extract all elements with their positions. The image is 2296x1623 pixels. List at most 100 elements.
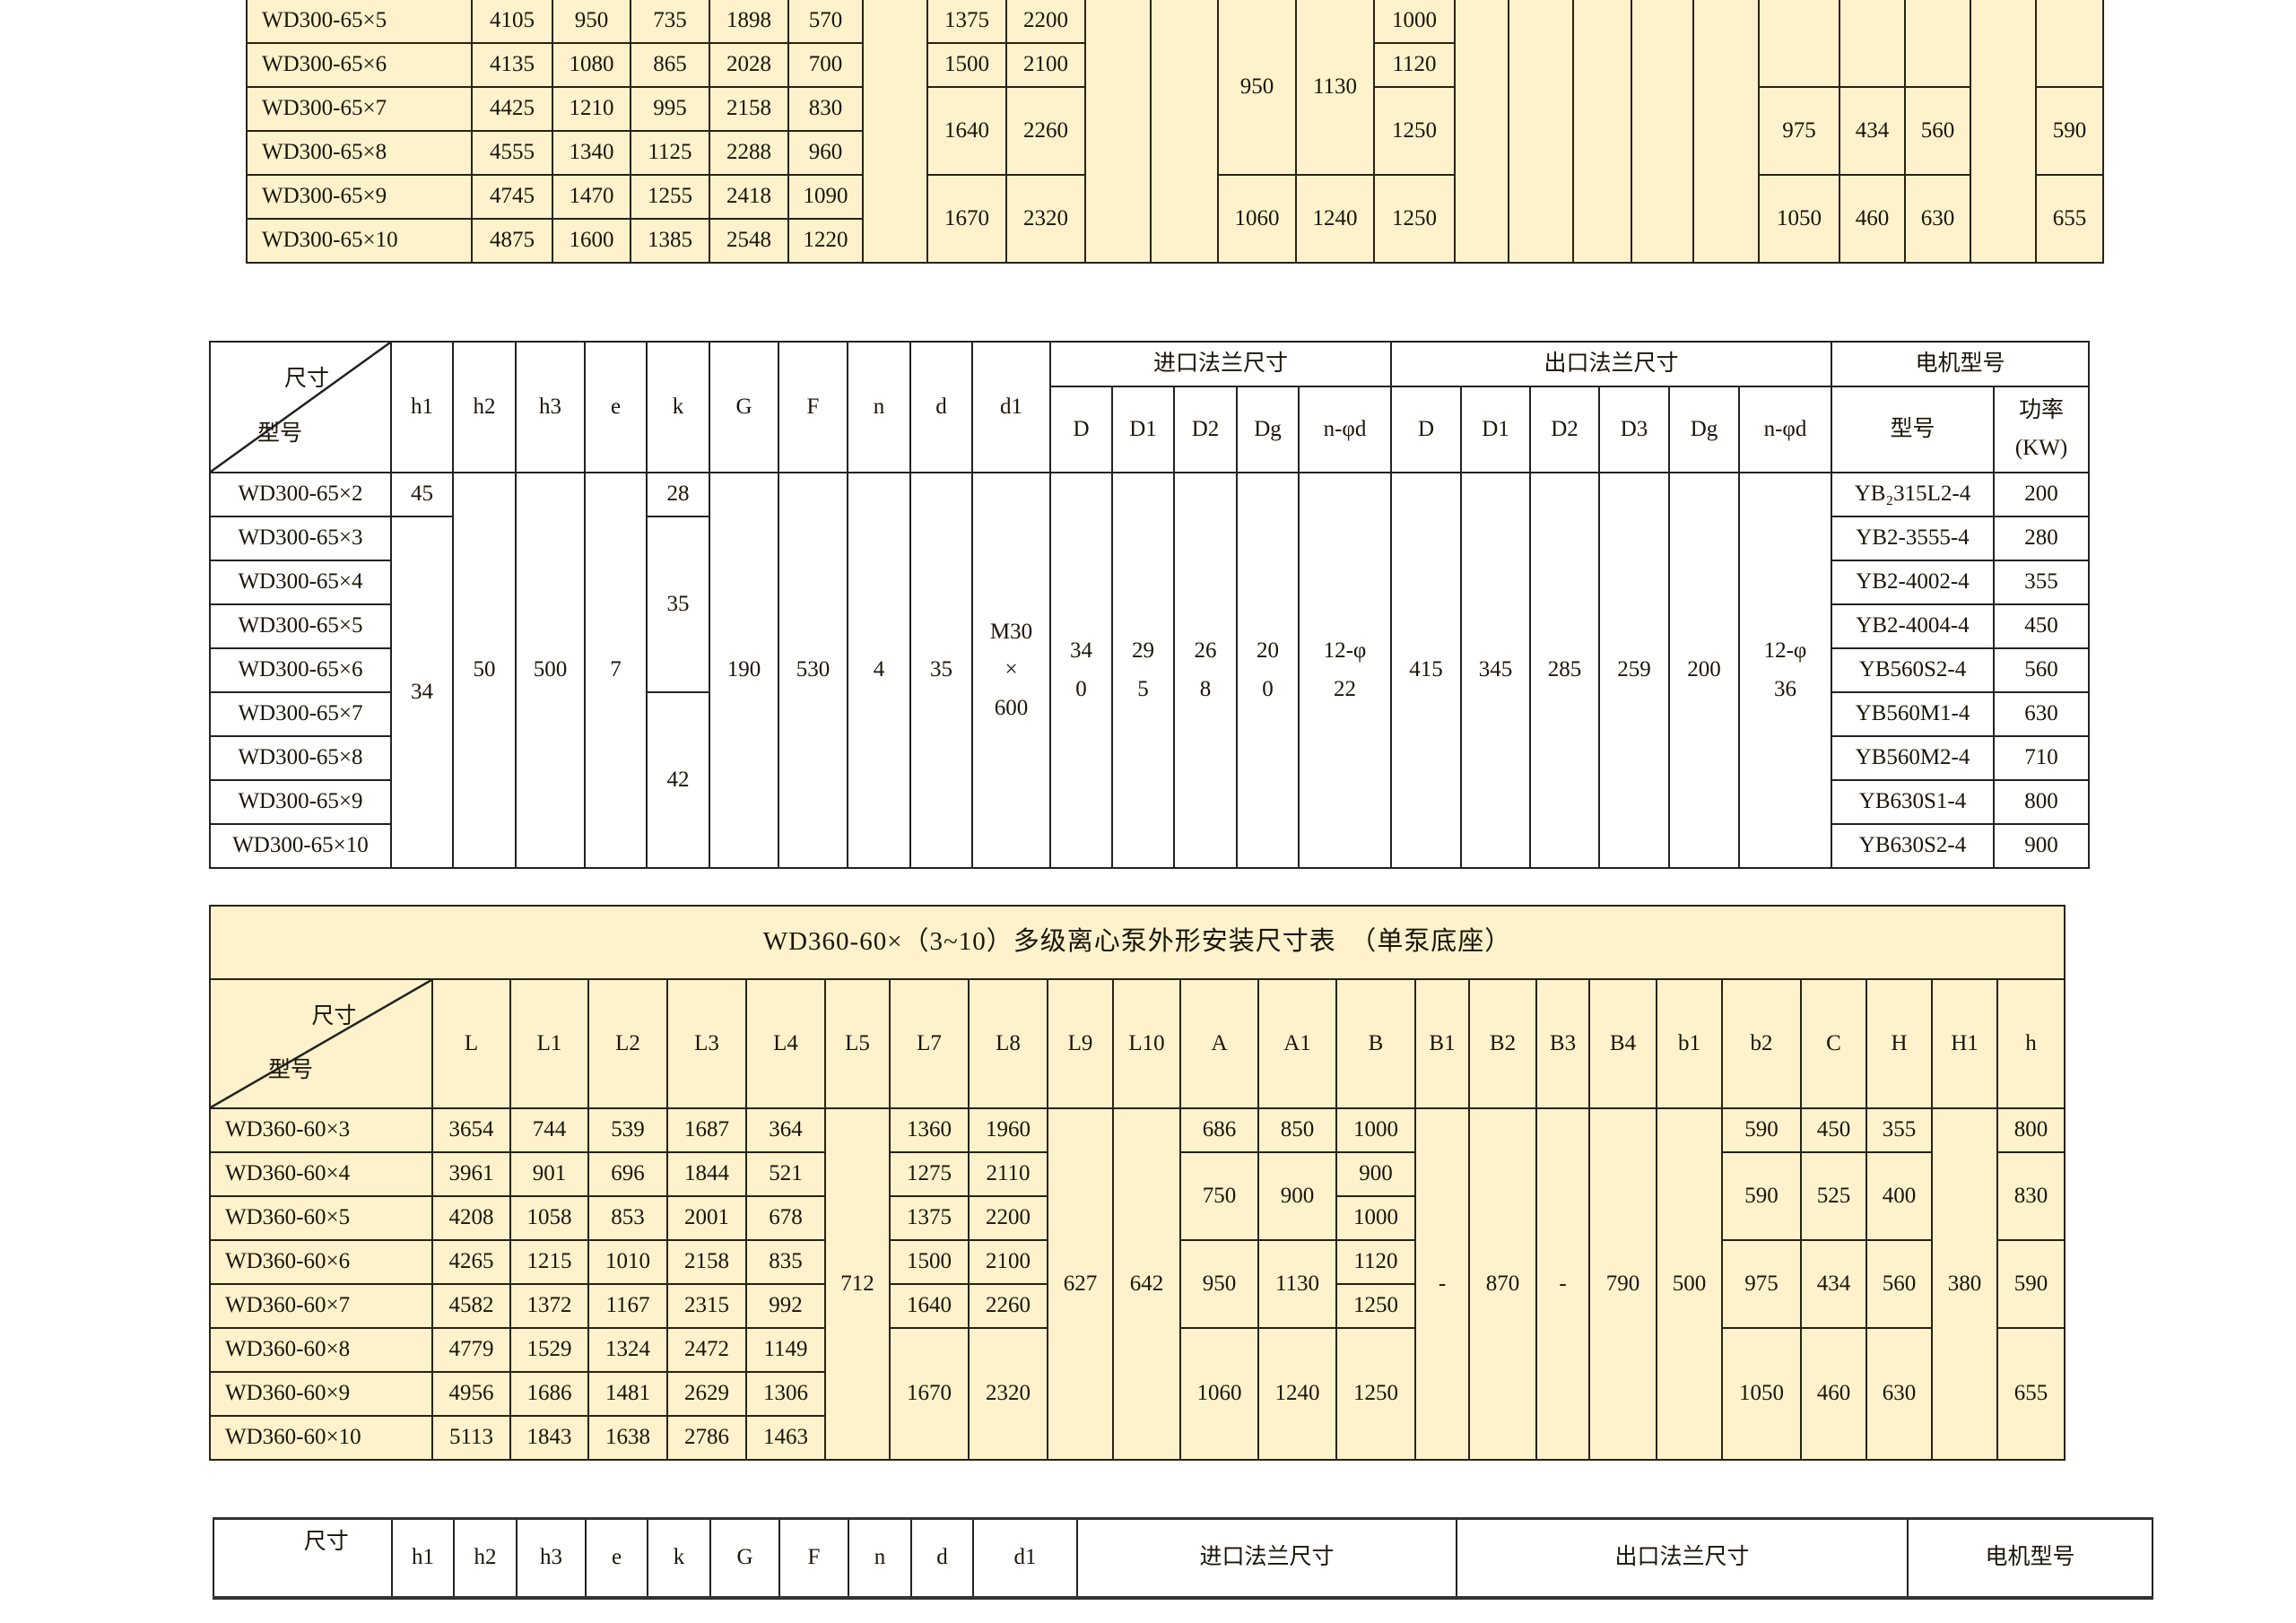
value-cell: 1340 [552, 130, 631, 176]
value-cell: 1500 [926, 42, 1007, 88]
outlet-col-header: D [1390, 386, 1462, 473]
value-cell: 1130 [1295, 0, 1375, 176]
value-cell: 5113 [431, 1415, 511, 1461]
value-cell: 4425 [471, 86, 553, 132]
col-header: B1 [1414, 978, 1470, 1109]
value-cell: YB2-4002-4 [1831, 560, 1995, 605]
value-cell: 995 [630, 86, 710, 132]
motor-model-header: 型号 [1831, 386, 1995, 473]
value-cell: 960 [787, 130, 864, 176]
value-cell: 2100 [1005, 42, 1086, 88]
value-cell: 700 [787, 42, 864, 88]
value-cell: 800 [1993, 779, 2090, 825]
value-cell: 1686 [509, 1371, 589, 1417]
value-cell: 950 [1217, 0, 1297, 176]
col-header: h1 [391, 1517, 455, 1600]
motor-group-header: 电机型号 [1831, 341, 2090, 387]
model-cell: WD300-65×2 [209, 472, 392, 517]
value-cell: 590 [1996, 1239, 2066, 1329]
value-cell: 364 [745, 1107, 826, 1153]
value-cell: 4265 [431, 1239, 511, 1285]
table-row: WD300-65×9 4745 1470 1255 2418 1090 1670 2320 10… [246, 174, 2104, 264]
value-cell: 12-φ 22 [1298, 472, 1392, 869]
value-cell: 1470 [552, 174, 631, 220]
value-cell: 1090 [787, 174, 864, 220]
value-cell: 500 [1656, 1107, 1723, 1461]
model-cell: WD300-65×3 [209, 516, 392, 561]
value-cell: 2200 [1005, 0, 1086, 44]
value-cell: 434 [1839, 86, 1906, 176]
wd300-flange-motor-table: 尺寸 型号 h1 h2 h3 e k G F n d d1 进口法兰尺寸 出口法… [209, 341, 2090, 869]
col-header: B3 [1535, 978, 1590, 1109]
value-cell: 735 [630, 0, 710, 44]
table-row: WD300-65×7 42 YB560M1-4 630 [209, 691, 2090, 869]
col-header: d [910, 1517, 974, 1600]
col-header: h1 [390, 341, 454, 473]
inlet-flange-group-header: 进口法兰尺寸 [1076, 1517, 1457, 1600]
col-header: L7 [889, 978, 970, 1109]
value-cell: 1255 [630, 174, 710, 220]
value-cell: 630 [1904, 174, 1971, 264]
col-header: L10 [1112, 978, 1181, 1109]
value-cell: 950 [552, 0, 631, 44]
outlet-col-header: D3 [1598, 386, 1670, 473]
col-header: h2 [453, 1517, 517, 1600]
value-cell: 2001 [666, 1195, 747, 1241]
value-cell: 560 [1904, 86, 1971, 176]
corner-header: 尺寸 [213, 1517, 393, 1600]
value-cell: 34 0 [1049, 472, 1113, 869]
outlet-col-header: D1 [1460, 386, 1531, 473]
model-cell: WD300-65×6 [209, 647, 392, 693]
value-cell: 1898 [709, 0, 789, 44]
value-cell: 7 [584, 472, 648, 869]
value-cell: 4135 [471, 42, 553, 88]
value-cell: 2158 [666, 1239, 747, 1285]
col-header: G [709, 1517, 780, 1600]
value-cell [1454, 0, 1509, 264]
corner-model-label: 型号 [257, 421, 303, 447]
value-cell: M30 × 600 [971, 472, 1051, 869]
wd360-dimension-table: WD360-60×（3~10）多级离心泵外形安装尺寸表 （单泵底座） 尺寸 型号… [209, 905, 2066, 1461]
col-header: G [709, 341, 779, 473]
value-cell: 865 [630, 42, 710, 88]
value-cell: 1385 [630, 218, 710, 264]
value-cell: 4555 [471, 130, 553, 176]
value-cell: 992 [745, 1283, 826, 1329]
value-cell: 2629 [666, 1371, 747, 1417]
value-cell: 28 [646, 472, 710, 517]
table-row: WD300-65×10 YB630S2-4 900 [209, 823, 2090, 869]
value-cell: 1080 [552, 42, 631, 88]
value-cell: 355 [1866, 1107, 1933, 1153]
table-row: WD360-60×5 4208 1058 853 2001 678 1375 2200 1000 [209, 1195, 2065, 1241]
table-row: WD360-60×8 4779 1529 1324 2472 1149 1670 2320 10… [209, 1327, 2066, 1461]
value-cell: 29 5 [1111, 472, 1175, 869]
corner-header: 尺寸 型号 [209, 341, 392, 473]
value-cell [1508, 0, 1574, 264]
value-cell: 853 [587, 1195, 668, 1241]
value-cell: 1240 [1257, 1327, 1337, 1461]
value-cell: 1670 [889, 1327, 970, 1461]
value-cell [1150, 0, 1219, 264]
value-cell: 1275 [889, 1151, 970, 1197]
col-header: n [847, 341, 911, 473]
value-cell: 1375 [889, 1195, 970, 1241]
value-cell: 1050 [1758, 174, 1840, 264]
value-cell: 2418 [709, 174, 789, 220]
value-cell: 790 [1588, 1107, 1657, 1461]
col-header: L5 [824, 978, 891, 1109]
value-cell: 355 [1993, 560, 2090, 605]
value-cell: 1250 [1373, 86, 1456, 176]
value-cell: YB560M2-4 [1831, 735, 1995, 781]
model-cell: WD300-65×6 [246, 42, 473, 88]
corner-dimension-label: 尺寸 [303, 1530, 349, 1554]
value-cell: 26 8 [1173, 472, 1238, 869]
value-cell: 630 [1993, 691, 2090, 737]
table-row: WD300-65×9 YB630S1-4 800 [209, 779, 2090, 825]
table-row: WD300-65×5 YB2-4004-4 450 [209, 603, 2090, 649]
model-cell: WD300-65×7 [246, 86, 473, 132]
value-cell: 4582 [431, 1283, 511, 1329]
value-cell: 2315 [666, 1283, 747, 1329]
col-header: L9 [1047, 978, 1114, 1109]
value-cell: 1210 [552, 86, 631, 132]
value-cell: 712 [824, 1107, 891, 1461]
